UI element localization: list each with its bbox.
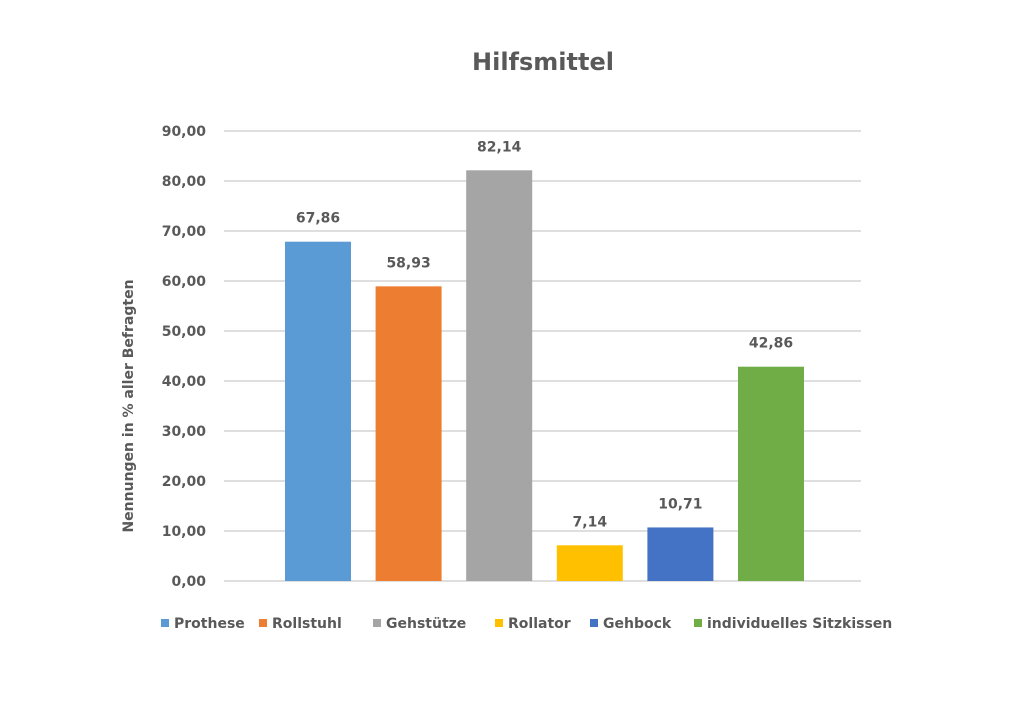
legend-swatch: [161, 619, 169, 627]
y-tick-label: 60,00: [162, 274, 207, 290]
legend: Prothese Rollstuhl Gehstütze Rollator Gehboc…: [161, 616, 892, 632]
data-labels: 67,86 58,93 82,14 7,14 10,71 42,86: [296, 139, 793, 530]
data-label: 58,93: [386, 255, 430, 271]
data-label: 42,86: [749, 336, 793, 352]
data-label: 82,14: [477, 139, 522, 155]
bar: [738, 366, 804, 581]
y-axis-title: Nennungen in % aller Befragten: [121, 279, 137, 532]
legend-label: Gehbock: [603, 616, 672, 632]
bar: [556, 545, 623, 581]
legend-swatch: [590, 619, 598, 627]
bar: [466, 170, 533, 582]
y-tick-label: 70,00: [162, 224, 207, 240]
y-tick-label: 20,00: [162, 474, 207, 490]
chart-title: Hilfsmittel: [472, 48, 614, 76]
legend-label: Gehstütze: [386, 616, 466, 632]
y-tick-label: 0,00: [171, 574, 206, 590]
legend-label: Rollator: [508, 616, 571, 632]
y-tick-label: 90,00: [162, 124, 207, 140]
bar: [375, 286, 442, 581]
data-label: 67,86: [296, 211, 340, 227]
y-tick-label: 10,00: [162, 524, 207, 540]
legend-label: Prothese: [174, 616, 245, 632]
y-axis-tick-labels: 0,00 10,00 20,00 30,00 40,00 50,00 60,00 70,00 8…: [162, 124, 207, 590]
data-label: 10,71: [658, 496, 702, 512]
y-tick-label: 80,00: [162, 174, 207, 190]
bar: [647, 527, 714, 581]
y-tick-label: 30,00: [162, 424, 207, 440]
legend-swatch: [495, 619, 503, 627]
legend-swatch: [694, 619, 702, 627]
bar: [285, 241, 351, 581]
legend-swatch: [373, 619, 381, 627]
y-tick-label: 40,00: [162, 374, 207, 390]
y-tick-label: 50,00: [162, 324, 207, 340]
legend-swatch: [259, 619, 267, 627]
legend-label: individuelles Sitzkissen: [707, 616, 892, 632]
legend-label: Rollstuhl: [272, 616, 342, 632]
data-label: 7,14: [573, 514, 608, 530]
bars: [285, 170, 804, 582]
